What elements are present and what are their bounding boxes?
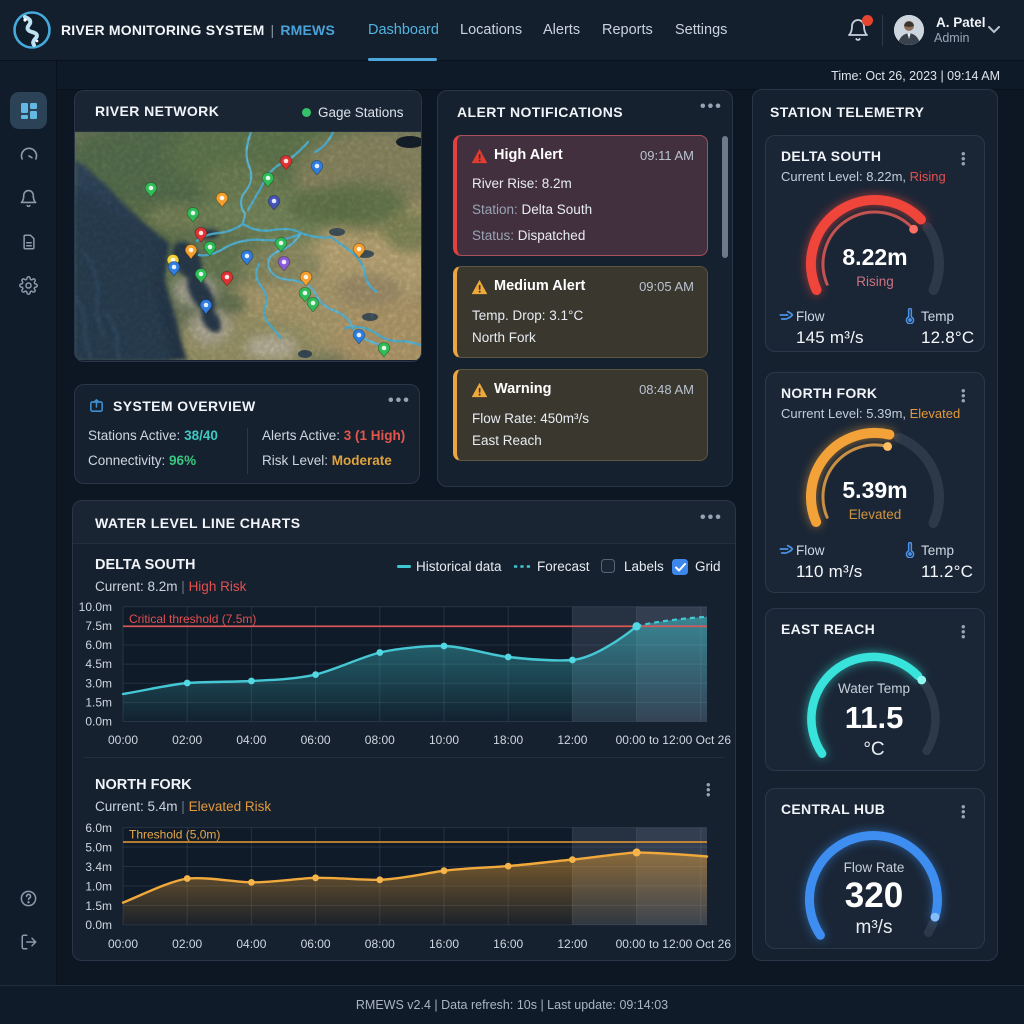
svg-text:00:00: 00:00 — [108, 733, 138, 747]
svg-text:16:00: 16:00 — [429, 937, 459, 951]
svg-text:11.5: 11.5 — [845, 700, 904, 735]
svg-text:0.0m: 0.0m — [85, 715, 112, 729]
svg-text:00:00 to 12:00 Oct 26: 00:00 to 12:00 Oct 26 — [616, 937, 732, 951]
svg-text:12:00: 12:00 — [557, 937, 587, 951]
svg-text:10.0m: 10.0m — [79, 600, 112, 614]
svg-text:02:00: 02:00 — [172, 733, 202, 747]
svg-text:02:00: 02:00 — [172, 937, 202, 951]
svg-text:12:00: 12:00 — [557, 733, 587, 747]
svg-text:Rising: Rising — [856, 274, 894, 289]
svg-text:06:00: 06:00 — [301, 733, 331, 747]
svg-text:00:00: 00:00 — [108, 937, 138, 951]
svg-text:00:00 to 12:00 Oct 26: 00:00 to 12:00 Oct 26 — [616, 733, 732, 747]
svg-text:6.0m: 6.0m — [85, 821, 112, 835]
svg-text:8.22m: 8.22m — [842, 244, 907, 270]
svg-text:°C: °C — [863, 739, 884, 760]
svg-text:5.39m: 5.39m — [842, 477, 907, 503]
svg-text:3.0m: 3.0m — [85, 677, 112, 691]
svg-text:3.4m: 3.4m — [85, 860, 112, 874]
svg-text:6.0m: 6.0m — [85, 638, 112, 652]
svg-text:08:00: 08:00 — [365, 733, 395, 747]
svg-text:04:00: 04:00 — [236, 733, 266, 747]
svg-text:10:00: 10:00 — [429, 733, 459, 747]
svg-text:Water Temp: Water Temp — [838, 681, 910, 696]
svg-text:1.5m: 1.5m — [85, 899, 112, 913]
svg-text:18:00: 18:00 — [493, 733, 523, 747]
svg-text:1.0m: 1.0m — [85, 879, 112, 893]
svg-text:0.0m: 0.0m — [85, 918, 112, 932]
svg-text:320: 320 — [845, 876, 903, 915]
svg-text:Critical threshold (7.5m): Critical threshold (7.5m) — [129, 612, 256, 626]
svg-text:Elevated: Elevated — [849, 507, 902, 522]
svg-text:08:00: 08:00 — [365, 937, 395, 951]
svg-text:Flow Rate: Flow Rate — [844, 860, 905, 875]
svg-text:04:00: 04:00 — [236, 937, 266, 951]
svg-text:06:00: 06:00 — [301, 937, 331, 951]
svg-text:7.5m: 7.5m — [85, 619, 112, 633]
svg-text:1.5m: 1.5m — [85, 696, 112, 710]
svg-text:Threshold (5,0m): Threshold (5,0m) — [129, 828, 220, 842]
svg-text:m³/s: m³/s — [856, 917, 893, 938]
svg-text:5.0m: 5.0m — [85, 840, 112, 854]
svg-text:4.5m: 4.5m — [85, 657, 112, 671]
svg-text:16:00: 16:00 — [493, 937, 523, 951]
